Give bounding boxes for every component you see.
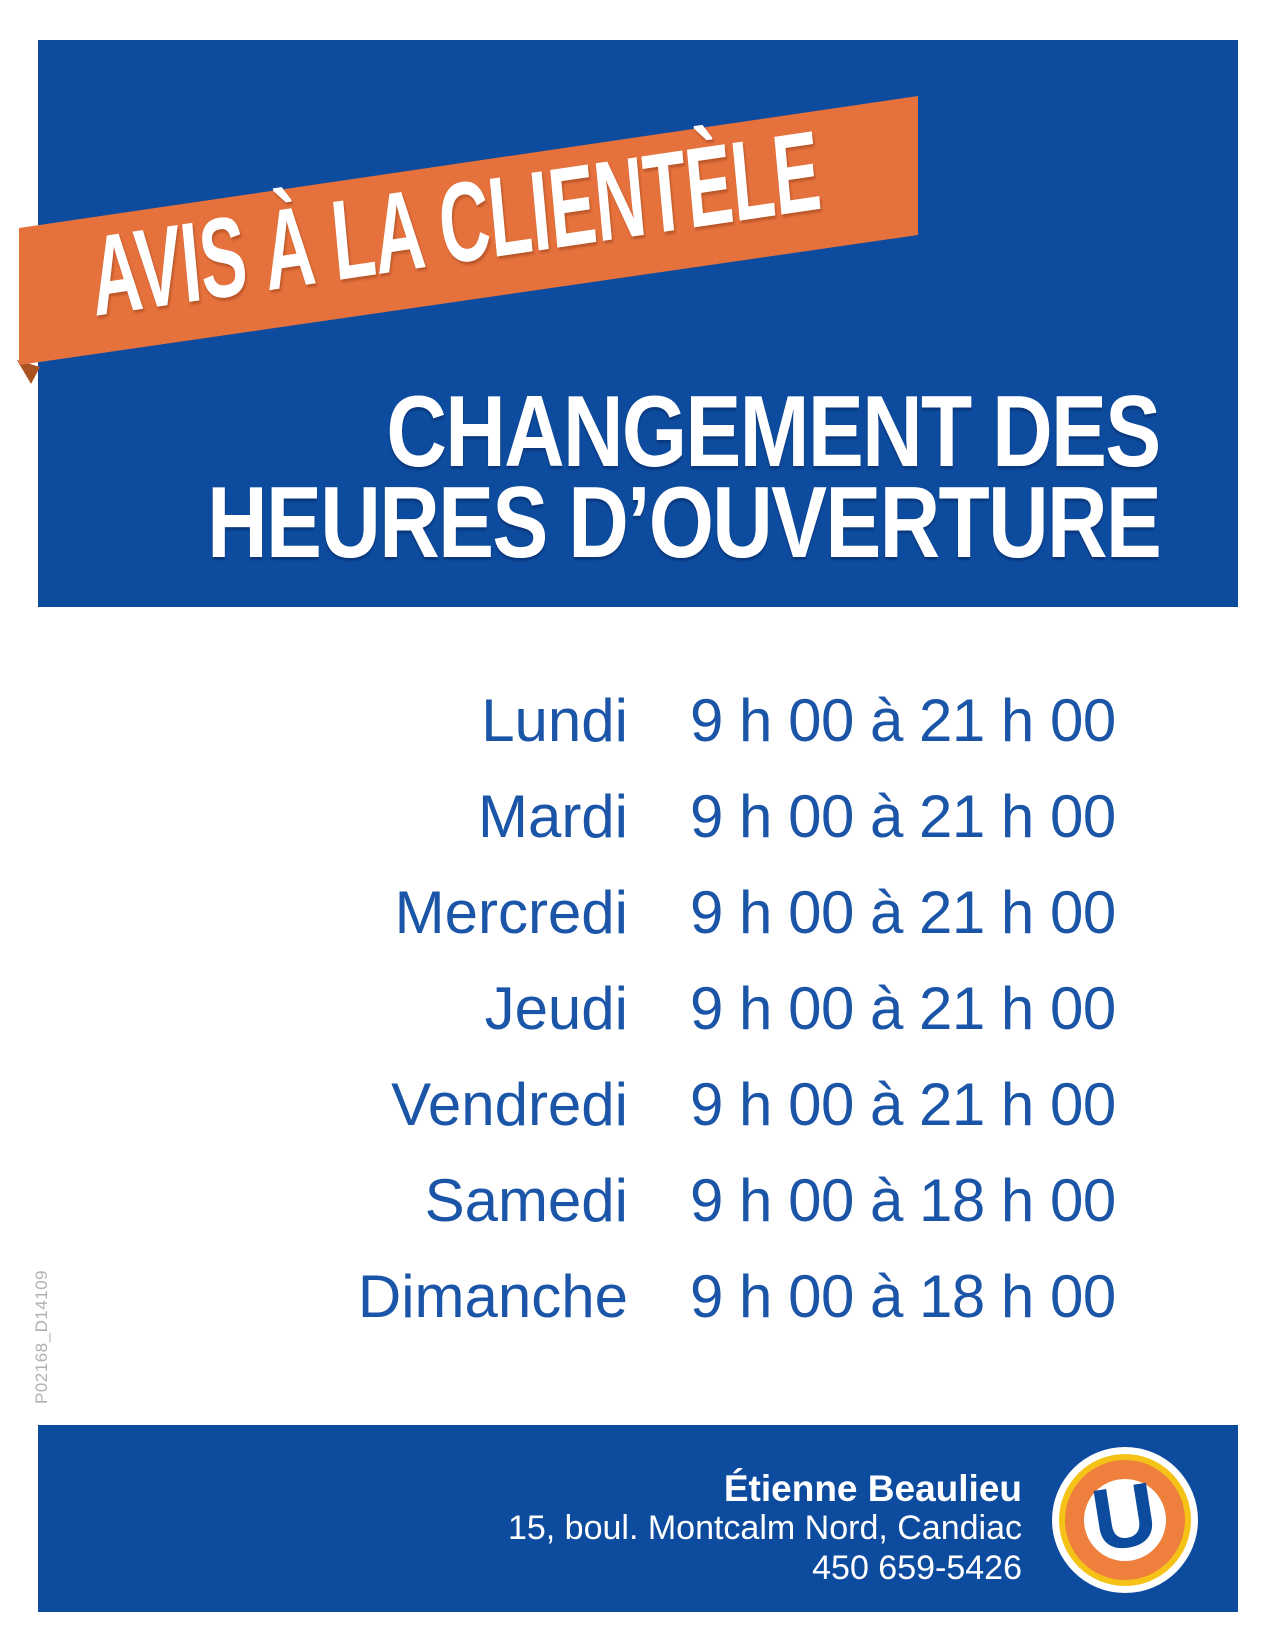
schedule-row: Jeudi 9 h 00 à 21 h 00 xyxy=(0,979,1275,1049)
schedule-row: Vendredi 9 h 00 à 21 h 00 xyxy=(0,1075,1275,1145)
schedule-time: 9 h 00 à 21 h 00 xyxy=(690,783,1116,850)
schedule-day: Lundi xyxy=(481,687,628,754)
pharmacist-name: Étienne Beaulieu xyxy=(723,1468,1022,1509)
schedule-row: Lundi 9 h 00 à 21 h 00 xyxy=(0,691,1275,761)
store-phone: 450 659-5426 xyxy=(812,1549,1022,1587)
schedule-time: 9 h 00 à 18 h 00 xyxy=(690,1167,1116,1234)
schedule-time: 9 h 00 à 21 h 00 xyxy=(690,879,1116,946)
schedule-day: Samedi xyxy=(424,1167,628,1234)
schedule-day: Dimanche xyxy=(357,1263,628,1330)
schedule-day: Mercredi xyxy=(394,879,628,946)
schedule-day: Jeudi xyxy=(484,975,628,1042)
uniprix-logo: U xyxy=(1052,1447,1198,1593)
schedule-time: 9 h 00 à 21 h 00 xyxy=(690,687,1116,754)
print-code: P02168_D14109 xyxy=(32,1269,51,1404)
logo-inner-disc xyxy=(1084,1479,1166,1561)
schedule-row: Dimanche 9 h 00 à 18 h 00 xyxy=(0,1267,1275,1337)
footer-bar xyxy=(38,1425,1238,1612)
logo-u-letter: U xyxy=(1085,1462,1164,1571)
schedule-row: Mardi 9 h 00 à 21 h 00 xyxy=(0,787,1275,857)
schedule-time: 9 h 00 à 18 h 00 xyxy=(690,1263,1116,1330)
schedule-day: Vendredi xyxy=(391,1071,628,1138)
footer-contact: Étienne Beaulieu 15, boul. Montcalm Nord… xyxy=(508,1470,1022,1585)
schedule-day: Mardi xyxy=(477,783,628,850)
store-address: 15, boul. Montcalm Nord, Candiac xyxy=(507,1509,1022,1547)
schedule-row: Samedi 9 h 00 à 18 h 00 xyxy=(0,1171,1275,1241)
title-line-1: CHANGEMENT DES xyxy=(386,376,1162,488)
title-line-2: HEURES D’OUVERTURE xyxy=(207,467,1162,579)
schedule-time: 9 h 00 à 21 h 00 xyxy=(690,975,1116,1042)
schedule-row: Mercredi 9 h 00 à 21 h 00 xyxy=(0,883,1275,953)
schedule-time: 9 h 00 à 21 h 00 xyxy=(690,1071,1116,1138)
